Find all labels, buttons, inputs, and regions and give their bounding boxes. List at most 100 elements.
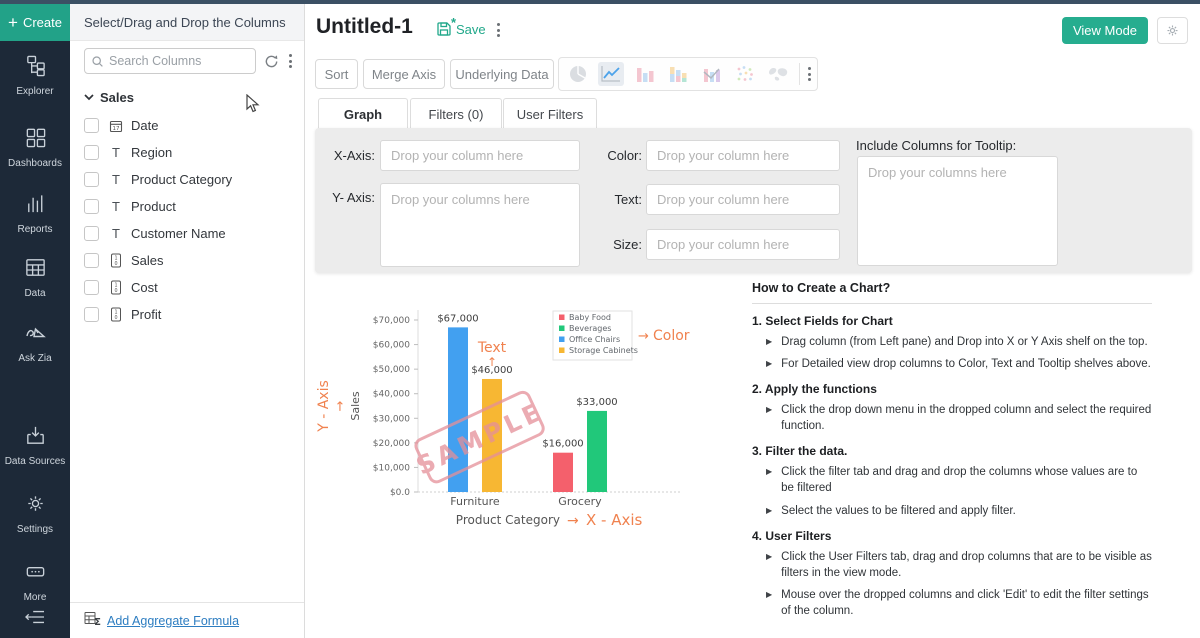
report-menu-kebab[interactable] bbox=[497, 23, 500, 37]
column-checkbox[interactable] bbox=[84, 226, 99, 241]
more-chart-types-kebab[interactable] bbox=[808, 67, 812, 81]
color-shelf[interactable] bbox=[646, 140, 840, 171]
text-type-icon: T bbox=[112, 172, 120, 187]
search-columns-box[interactable] bbox=[84, 48, 256, 74]
column-row-customer-name[interactable]: T Customer Name bbox=[70, 220, 304, 247]
columns-list: 17 Date T Region T Product Category T Pr… bbox=[70, 112, 304, 328]
column-checkbox[interactable] bbox=[84, 118, 99, 133]
column-name: Region bbox=[131, 145, 173, 160]
tooltip-shelf[interactable]: Drop your columns here bbox=[857, 156, 1058, 266]
size-shelf-label: Size: bbox=[613, 237, 642, 252]
column-checkbox[interactable] bbox=[84, 145, 99, 160]
size-shelf[interactable] bbox=[646, 229, 840, 260]
create-button[interactable]: + Create bbox=[0, 4, 70, 41]
step-heading: 3. Filter the data. bbox=[752, 444, 848, 459]
sidebar-item-ask-zia[interactable]: Ask Zia bbox=[0, 320, 70, 364]
column-checkbox[interactable] bbox=[84, 280, 99, 295]
columns-menu-kebab[interactable] bbox=[289, 54, 292, 68]
dashboards-icon bbox=[24, 128, 47, 153]
sort-button[interactable]: Sort bbox=[315, 59, 358, 89]
column-checkbox[interactable] bbox=[84, 307, 99, 322]
column-row-product[interactable]: T Product bbox=[70, 193, 304, 220]
column-name: Cost bbox=[131, 280, 158, 295]
svg-text:Grocery: Grocery bbox=[558, 495, 602, 508]
svg-text:Baby Food: Baby Food bbox=[569, 313, 611, 322]
line-chart-icon[interactable] bbox=[598, 62, 624, 86]
column-row-date[interactable]: 17 Date bbox=[70, 112, 304, 139]
svg-text:$60,000: $60,000 bbox=[373, 341, 410, 351]
column-checkbox[interactable] bbox=[84, 199, 99, 214]
underlying-data-button[interactable]: Underlying Data bbox=[450, 59, 554, 89]
tab-filters[interactable]: Filters (0) bbox=[410, 98, 502, 129]
search-icon bbox=[91, 55, 104, 68]
svg-text:Σ: Σ bbox=[94, 617, 101, 626]
svg-text:$40,000: $40,000 bbox=[373, 390, 410, 400]
bullet-triangle-icon: ▶ bbox=[766, 551, 773, 561]
stacked-bar-chart-icon[interactable] bbox=[665, 62, 690, 86]
color-shelf-label: Color: bbox=[607, 148, 642, 163]
tooltip-placeholder: Drop your columns here bbox=[868, 165, 1007, 180]
sidebar-item-more[interactable]: More bbox=[0, 560, 70, 603]
column-name: Customer Name bbox=[131, 226, 226, 241]
ask-zia-icon bbox=[23, 327, 47, 348]
svg-text:17: 17 bbox=[113, 126, 120, 132]
column-checkbox[interactable] bbox=[84, 172, 99, 187]
svg-text:X - Axis: X - Axis bbox=[586, 511, 643, 529]
svg-text:Storage Cabinets: Storage Cabinets bbox=[569, 346, 638, 355]
view-mode-button[interactable]: View Mode bbox=[1062, 17, 1148, 44]
sidebar-item-data[interactable]: Data bbox=[0, 256, 70, 299]
sidebar-item-data-sources[interactable]: Data Sources bbox=[0, 424, 70, 467]
bullet-triangle-icon: ▶ bbox=[766, 337, 773, 346]
sidebar-item-label: Explorer bbox=[16, 86, 54, 97]
aggregate-formula-icon: Σ bbox=[84, 611, 101, 631]
tab-user-filters[interactable]: User Filters bbox=[503, 98, 597, 129]
table-group-sales[interactable]: Sales bbox=[84, 88, 134, 106]
pie-chart-icon[interactable] bbox=[565, 62, 590, 86]
window-top-strip bbox=[0, 0, 1200, 4]
toolbar-separator bbox=[799, 63, 801, 85]
bullet-text: For Detailed view drop columns to Color,… bbox=[781, 358, 1151, 371]
svg-text:$67,000: $67,000 bbox=[437, 313, 478, 324]
column-name: Sales bbox=[131, 253, 164, 268]
svg-text:1: 1 bbox=[114, 256, 117, 262]
x-axis-shelf-label: X-Axis: bbox=[333, 148, 375, 163]
bullet-triangle-icon: ▶ bbox=[766, 589, 773, 599]
svg-text:Furniture: Furniture bbox=[450, 495, 500, 508]
bar-line-combo-chart-icon[interactable] bbox=[699, 62, 724, 86]
collapse-sidebar-button[interactable] bbox=[0, 608, 70, 631]
column-checkbox[interactable] bbox=[84, 253, 99, 268]
column-row-product-category[interactable]: T Product Category bbox=[70, 166, 304, 193]
scatter-chart-icon[interactable] bbox=[732, 62, 757, 86]
settings-gear-icon bbox=[24, 496, 47, 519]
column-row-region[interactable]: T Region bbox=[70, 139, 304, 166]
tab-graph[interactable]: Graph bbox=[318, 98, 408, 129]
gear-icon bbox=[1165, 23, 1180, 38]
sidebar-item-settings[interactable]: Settings bbox=[0, 492, 70, 535]
y-axis-shelf[interactable]: Drop your columns here bbox=[380, 183, 580, 267]
merge-axis-button[interactable]: Merge Axis bbox=[363, 59, 445, 89]
sidebar-item-reports[interactable]: Reports bbox=[0, 192, 70, 235]
bar-chart-icon[interactable] bbox=[632, 62, 657, 86]
sidebar-item-label: Data bbox=[24, 288, 46, 299]
search-columns-input[interactable] bbox=[109, 54, 249, 68]
svg-text:→: → bbox=[567, 513, 579, 529]
save-button[interactable]: * Save bbox=[436, 15, 486, 37]
bullet-text: Click the drop down menu in the dropped … bbox=[781, 404, 1152, 433]
refresh-button[interactable] bbox=[264, 54, 279, 69]
y-axis-placeholder: Drop your columns here bbox=[391, 192, 530, 207]
sidebar-item-explorer[interactable]: Explorer bbox=[0, 54, 70, 97]
text-shelf[interactable] bbox=[646, 184, 840, 215]
report-title: Untitled-1 bbox=[316, 15, 413, 38]
sidebar-item-dashboards[interactable]: Dashboards bbox=[0, 126, 70, 169]
report-settings-button[interactable] bbox=[1157, 17, 1188, 44]
add-aggregate-formula-link[interactable]: Add Aggregate Formula bbox=[107, 613, 240, 628]
svg-text:$33,000: $33,000 bbox=[576, 397, 617, 408]
step-heading: 4. User Filters bbox=[752, 528, 832, 543]
map-chart-icon[interactable] bbox=[766, 62, 791, 86]
x-axis-shelf[interactable] bbox=[380, 140, 580, 171]
